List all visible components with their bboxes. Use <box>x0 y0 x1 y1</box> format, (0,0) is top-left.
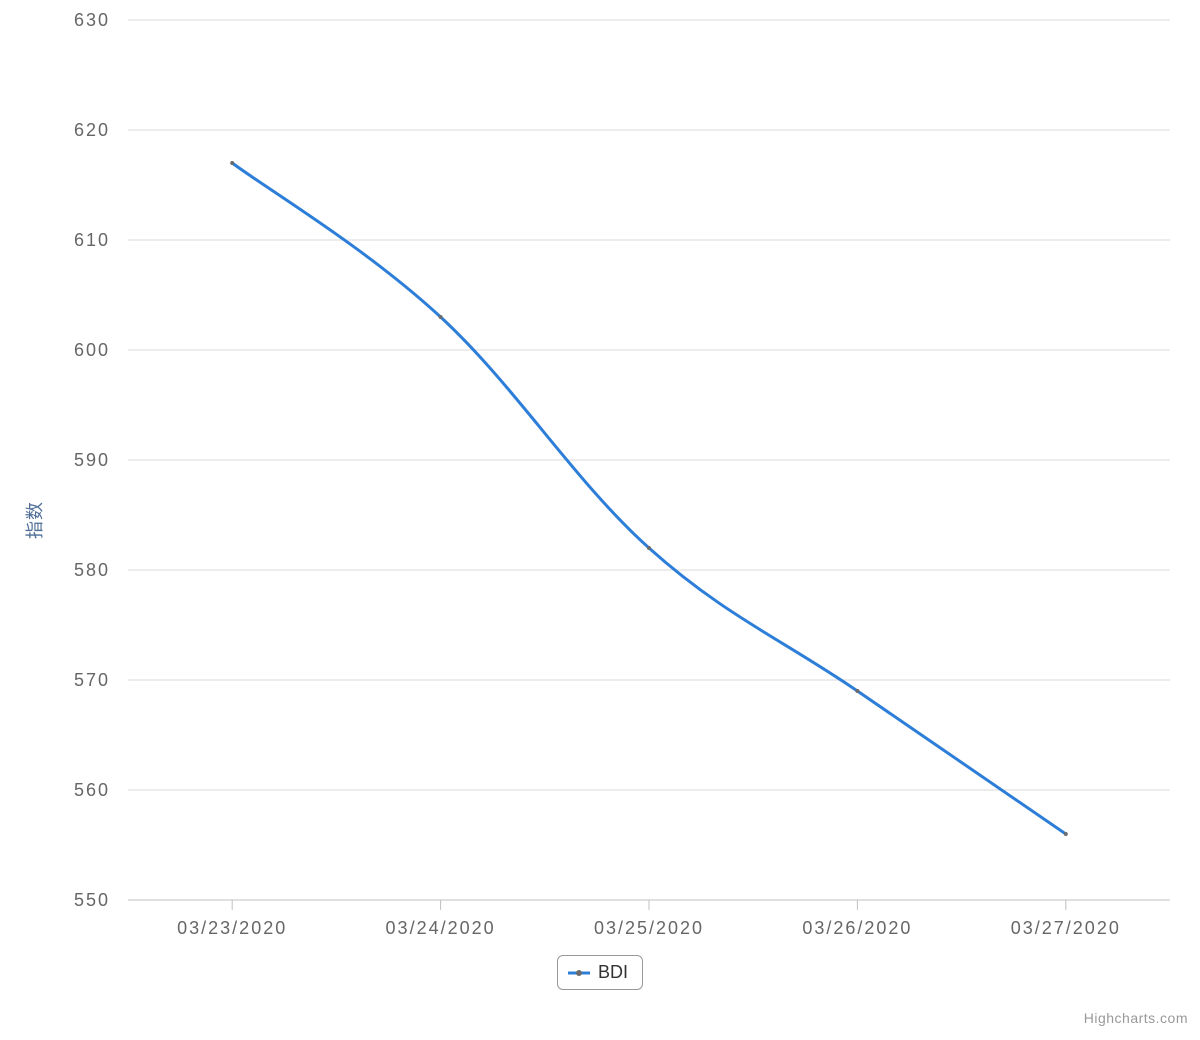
y-tick-label: 620 <box>74 120 110 140</box>
series-marker[interactable] <box>855 689 859 693</box>
x-tick-label: 03/27/2020 <box>1011 918 1121 938</box>
y-tick-label: 550 <box>74 890 110 910</box>
legend-series-label: BDI <box>598 962 628 983</box>
credits-link[interactable]: Highcharts.com <box>1084 1010 1188 1026</box>
y-tick-label: 630 <box>74 10 110 30</box>
y-tick-label: 560 <box>74 780 110 800</box>
legend-marker-icon <box>568 967 590 979</box>
chart-svg: 550 560 570 580 590 600 610 620 630 03/23/2020 03/… <box>0 0 1200 1040</box>
series-line-bdi[interactable] <box>232 163 1066 834</box>
x-tick-label: 03/25/2020 <box>594 918 704 938</box>
y-tick-label: 600 <box>74 340 110 360</box>
y-tick-label: 610 <box>74 230 110 250</box>
x-tick-label: 03/23/2020 <box>177 918 287 938</box>
legend[interactable]: BDI <box>557 955 643 990</box>
series-marker[interactable] <box>230 161 234 165</box>
y-axis-title: 指数 <box>21 501 47 539</box>
x-tick-label: 03/24/2020 <box>386 918 496 938</box>
x-tick-label: 03/26/2020 <box>802 918 912 938</box>
series-marker[interactable] <box>1064 832 1068 836</box>
series-marker[interactable] <box>647 546 651 550</box>
y-tick-label: 580 <box>74 560 110 580</box>
y-tick-label: 590 <box>74 450 110 470</box>
y-tick-label: 570 <box>74 670 110 690</box>
series-marker[interactable] <box>439 315 443 319</box>
chart-container: 550 560 570 580 590 600 610 620 630 03/23/2020 03/… <box>0 0 1200 1040</box>
